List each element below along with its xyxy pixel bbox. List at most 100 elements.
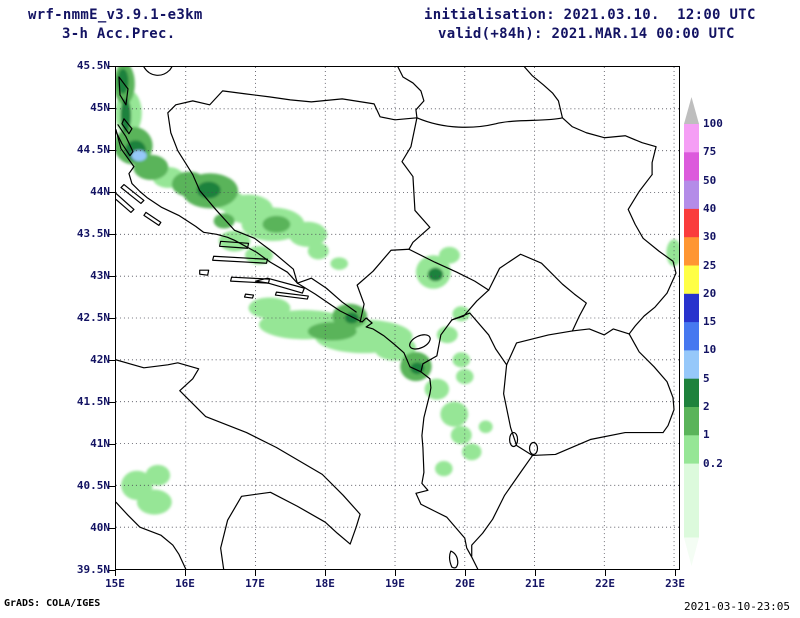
y-tick-mark [109,108,115,109]
precip-cell [146,465,171,486]
product-title: 3-h Acc.Prec. [62,26,175,42]
colorbar-segment [684,407,699,436]
y-tick-label: 45N [60,101,110,115]
y-tick-label: 41N [60,437,110,451]
border-bosnia-serbia [402,118,430,249]
x-tick-mark [465,570,466,576]
colorbar-tick-label: 50 [703,174,716,187]
island-lastovo [245,294,254,298]
colorbar [684,97,699,567]
precip-cell [425,379,450,400]
y-tick-mark [109,66,115,67]
grads-precipitation-chart: wrf-nmmE_v3.9.1-e3km 3-h Acc.Prec. initi… [0,0,800,618]
colorbar-segment [684,379,699,408]
model-title: wrf-nmmE_v3.9.1-e3km [28,7,203,23]
x-tick-mark [255,570,256,576]
x-tick-label: 20E [445,577,485,591]
y-tick-mark [109,150,115,151]
colorbar-over-arrow [684,97,699,124]
colorbar-segment [684,294,699,323]
colorbar-segment [684,152,699,181]
border-albania-macedonia [504,365,533,456]
map-canvas [116,67,679,569]
colorbar-tick-label: 0.2 [703,457,723,470]
y-tick-mark [109,360,115,361]
y-tick-label: 44N [60,185,110,199]
valid-time-label: valid(+84h): 2021.MAR.14 00:00 UTC [438,26,735,42]
y-tick-label: 43N [60,269,110,283]
border-croatia-serbia [398,67,424,118]
y-tick-mark [109,318,115,319]
y-tick-label: 39.5N [60,563,110,577]
precip-cell [197,182,221,199]
y-tick-label: 42.5N [60,311,110,325]
y-tick-label: 40.5N [60,479,110,493]
x-tick-mark [535,570,536,576]
x-tick-label: 15E [95,577,135,591]
border-serbia-romania [525,67,657,175]
border-slovenia-croatia [144,67,172,75]
colorbar-tick-label: 100 [703,117,723,130]
x-tick-label: 17E [235,577,275,591]
border-macedonia-greece [533,433,664,456]
precip-cell [137,490,172,515]
x-tick-label: 19E [375,577,415,591]
y-tick-mark [109,192,115,193]
precipitation-layer [116,67,679,515]
colorbar-tick-label: 1 [703,428,710,441]
colorbar-segment [684,209,699,238]
map-frame [115,66,680,570]
colorbar-tick-label: 20 [703,287,716,300]
border-albania-greece [472,455,533,556]
border-macedonia-bulgaria [629,334,674,433]
x-tick-label: 22E [585,577,625,591]
island-kornati [144,212,161,225]
island-mljet [275,292,308,299]
colorbar-segment [684,435,699,464]
y-tick-label: 44.5N [60,143,110,157]
precip-cell [435,461,453,476]
grads-credit: GrADS: COLA/IGES [4,598,100,609]
colorbar-segment [684,181,699,210]
y-tick-label: 43.5N [60,227,110,241]
border-sava-danube [417,118,562,127]
precip-cell [330,257,348,270]
y-tick-mark [109,234,115,235]
y-tick-label: 42N [60,353,110,367]
colorbar-segment [684,237,699,266]
colorbar-segment [684,124,699,153]
y-tick-label: 40N [60,521,110,535]
colorbar-segment [684,350,699,379]
lake-prespa [530,443,538,455]
coastline-italy-adriatic [116,360,360,569]
colorbar-tick-label: 2 [703,400,710,413]
y-tick-mark [109,528,115,529]
x-tick-label: 16E [165,577,205,591]
y-tick-mark [109,276,115,277]
x-tick-mark [605,570,606,576]
island-vis [200,270,209,275]
graticule-layer [116,67,679,569]
border-serbia-macedonia [572,329,629,335]
init-time-label: initialisation: 2021.03.10. 12:00 UTC [424,7,756,23]
precip-cell [428,268,443,281]
y-tick-mark [109,486,115,487]
x-tick-mark [395,570,396,576]
colorbar-under-segment [684,464,699,538]
y-tick-label: 41.5N [60,395,110,409]
x-tick-label: 23E [655,577,695,591]
colorbar-segment [684,266,699,295]
precip-cell [479,420,493,433]
border-kosovo-serbia [489,254,587,331]
x-tick-mark [675,570,676,576]
x-tick-label: 21E [515,577,555,591]
colorbar-tick-label: 5 [703,372,710,385]
precip-cell [440,402,468,427]
colorbar-tick-label: 40 [703,202,716,215]
colorbar-tick-label: 10 [703,343,716,356]
y-tick-mark [109,444,115,445]
colorbar-segment [684,322,699,351]
x-tick-label: 18E [305,577,345,591]
x-tick-mark [115,570,116,576]
colorbar-tick-label: 25 [703,259,716,272]
